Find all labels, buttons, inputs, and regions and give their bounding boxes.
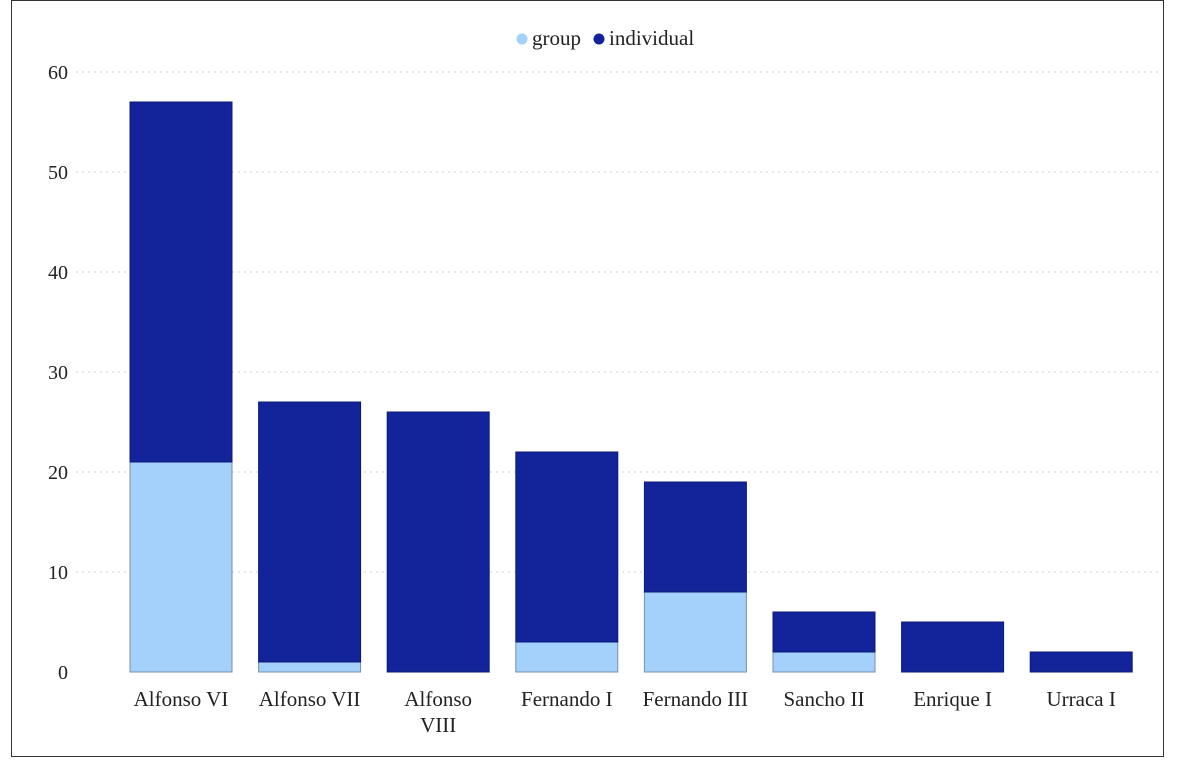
y-tick-label: 60 [48, 62, 68, 84]
bar-group [772, 651, 876, 673]
bar-group [643, 591, 747, 673]
legend: group individual [516, 26, 694, 50]
y-tick-label: 0 [58, 662, 68, 684]
bar-group [129, 461, 233, 673]
bar-group [515, 641, 619, 673]
y-tick-label: 50 [48, 162, 68, 184]
bars [129, 101, 1133, 673]
y-axis-ticks: 0 10 20 30 40 50 60 [48, 62, 68, 684]
legend-label-group: group [532, 26, 581, 50]
legend-label-individual: individual [609, 26, 694, 50]
bar-individual [1029, 651, 1133, 673]
y-tick-label: 40 [48, 262, 68, 284]
bar-individual [386, 411, 490, 673]
gridlines [76, 71, 1162, 573]
x-category-label: Urraca I [1047, 687, 1116, 711]
y-tick-label: 10 [48, 562, 68, 584]
x-category-label: Sancho II [783, 687, 864, 711]
bar-individual [515, 451, 619, 643]
legend-marker-individual [593, 33, 605, 45]
bar-group [258, 661, 362, 673]
bar-individual [772, 611, 876, 653]
x-category-label: Alfonso [404, 687, 472, 711]
x-category-label: VIII [420, 713, 456, 737]
bar-individual [258, 401, 362, 663]
bar-individual [129, 101, 233, 463]
y-tick-label: 20 [48, 462, 68, 484]
legend-marker-group [516, 33, 528, 45]
x-category-label: Fernando I [521, 687, 613, 711]
bar-individual [643, 481, 747, 593]
y-tick-label: 30 [48, 362, 68, 384]
x-category-label: Alfonso VI [134, 687, 229, 711]
x-category-label: Fernando III [643, 687, 749, 711]
x-category-label: Enrique I [913, 687, 992, 711]
bar-individual [901, 621, 1005, 673]
x-category-label: Alfonso VII [259, 687, 361, 711]
